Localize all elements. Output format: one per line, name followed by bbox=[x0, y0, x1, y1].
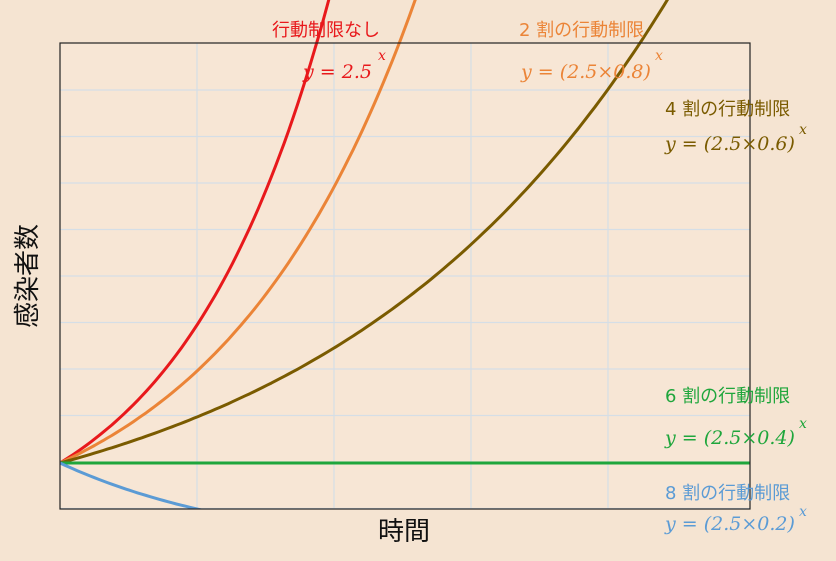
series-name: 6 割の行動制限 bbox=[665, 386, 790, 407]
x-axis-title: 時間 bbox=[378, 517, 430, 547]
series-formula: y = (2.5×0.2) bbox=[664, 513, 795, 535]
series-name: 行動制限なし bbox=[272, 20, 380, 41]
series-label-60pct-restriction: 6 割の行動制限 y = (2.5×0.4) x bbox=[664, 386, 807, 449]
plot-frame bbox=[59, 42, 751, 510]
series-line-1 bbox=[60, 0, 417, 465]
series-label-20pct-restriction: 2 割の行動制限 y = (2.5×0.8) x bbox=[519, 20, 663, 83]
series-line-4 bbox=[60, 461, 204, 509]
series-formula: y = (2.5×0.4) bbox=[664, 427, 795, 449]
series-formula: y = (2.5×0.8) bbox=[520, 61, 651, 83]
series-exponent: x bbox=[378, 48, 386, 64]
series-name: 8 割の行動制限 bbox=[665, 483, 790, 504]
series-label-no-restriction: 行動制限なし y = 2.5 x bbox=[272, 20, 386, 83]
series-exponent: x bbox=[799, 122, 807, 138]
series-name: 4 割の行動制限 bbox=[665, 99, 790, 120]
series-formula: y = 2.5 bbox=[302, 61, 372, 83]
series-lines bbox=[60, 0, 750, 509]
series-line-2 bbox=[60, 0, 670, 465]
series-line-0 bbox=[60, 0, 331, 465]
series-exponent: x bbox=[799, 416, 807, 432]
series-label-40pct-restriction: 4 割の行動制限 y = (2.5×0.6) x bbox=[664, 99, 807, 155]
series-exponent: x bbox=[655, 48, 663, 64]
series-formula: y = (2.5×0.6) bbox=[664, 133, 795, 155]
series-exponent: x bbox=[799, 504, 807, 520]
series-label-80pct-restriction: 8 割の行動制限 y = (2.5×0.2) x bbox=[664, 483, 807, 535]
y-axis-title: 感染者数 bbox=[13, 224, 43, 328]
series-name: 2 割の行動制限 bbox=[519, 20, 644, 41]
